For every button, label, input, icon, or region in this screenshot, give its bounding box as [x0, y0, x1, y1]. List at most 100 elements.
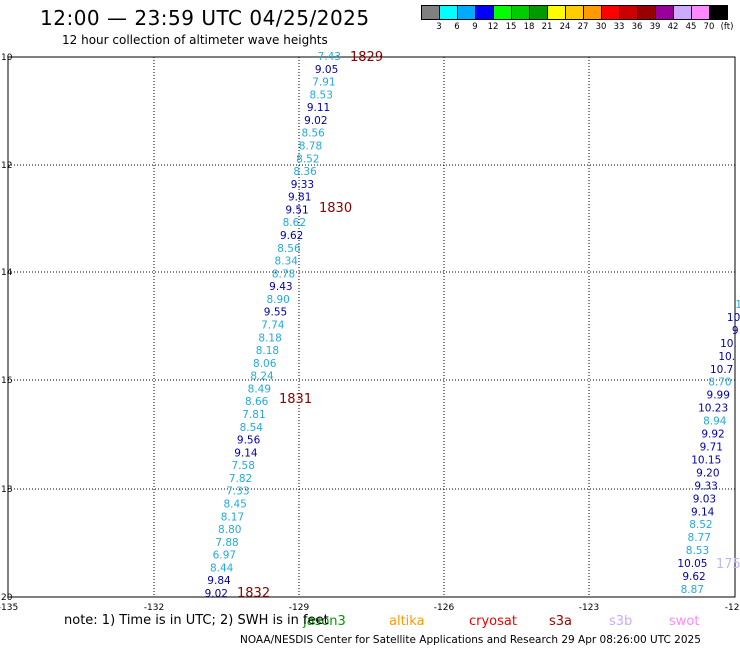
map-subtitle: 12 hour collection of altimeter wave hei…: [62, 33, 328, 47]
legend-swatch-16: [709, 5, 728, 20]
wave-height-value: 8.45: [223, 499, 246, 511]
legend-label: 3: [436, 22, 442, 32]
hour-label: 1829: [350, 50, 383, 65]
legend-label: 12: [487, 22, 499, 32]
wave-height-value: 9: [732, 325, 739, 337]
wave-height-value: 8.18: [258, 332, 281, 344]
legend-label: 45: [685, 22, 697, 32]
track-east: 110910.10.10.78.709.9910.238.949.929.711…: [677, 299, 740, 596]
legend-label: 30: [595, 22, 607, 32]
legend-label: 6: [454, 22, 460, 32]
wave-height-value: 9.03: [693, 493, 716, 505]
wave-height-value: 7.58: [232, 460, 255, 472]
wave-height-value: 7.33: [226, 486, 249, 498]
wave-height-value: 1: [735, 299, 740, 311]
satellite-swot: swot: [669, 614, 699, 629]
lat-tick-label: 18: [1, 485, 13, 495]
legend-label: 21: [541, 22, 553, 32]
wave-height-value: 8.44: [210, 562, 234, 574]
wave-height-value: 10: [727, 312, 740, 324]
wave-height-value: 6.97: [213, 550, 236, 562]
hour-label: 1831: [279, 392, 312, 407]
legend-label: 70: [703, 22, 715, 32]
wave-height-value: 8.06: [253, 358, 277, 370]
wave-height-value: 10.23: [698, 403, 728, 415]
wave-height-value: 9.56: [237, 435, 261, 447]
wave-height-value: 10.15: [691, 454, 721, 466]
wave-height-value: 8.70: [708, 377, 731, 389]
legend-label: 24: [559, 22, 571, 32]
wave-height-value: 9.62: [682, 571, 705, 583]
wave-height-value: 10.7: [710, 364, 733, 376]
wave-height-value: 8.62: [283, 217, 306, 229]
wave-height-value: 9.20: [696, 467, 719, 479]
lon-tick-label: -120: [725, 603, 740, 613]
wave-height-value: 8.52: [296, 153, 319, 165]
wave-height-value: 8.78: [272, 268, 295, 280]
wave-height-value: 9.02: [205, 588, 228, 600]
wave-height-value: 8.17: [221, 511, 244, 523]
wave-height-value: 9.11: [307, 102, 330, 114]
wave-height-value: 8.66: [245, 396, 269, 408]
wave-height-value: 7.74: [261, 320, 285, 332]
wave-height-value: 9.02: [304, 115, 327, 127]
wave-height-value: 9.55: [264, 307, 287, 319]
hour-label: 1830: [319, 201, 352, 216]
wave-height-value: 8.87: [681, 584, 704, 596]
wave-height-value: 7.82: [229, 473, 252, 485]
wave-height-value: 9.14: [234, 447, 258, 459]
lat-tick-label: 12: [1, 161, 12, 171]
lon-tick-label: -123: [579, 603, 599, 613]
credit-line: NOAA/NESDIS Center for Satellite Applica…: [240, 634, 701, 646]
wave-height-value: 9.43: [269, 281, 292, 293]
wave-height-value: 8.77: [688, 532, 711, 544]
wave-height-value: 8.78: [299, 141, 322, 153]
map-title: 12:00 — 23:59 UTC 04/25/2025: [40, 6, 370, 30]
satellite-jason3: jason3: [302, 614, 346, 629]
wave-height-value: 9.92: [701, 429, 724, 441]
wave-height-value: 10.: [718, 351, 735, 363]
legend-swatches: [421, 5, 728, 20]
map-grid: [7, 56, 736, 598]
lon-tick-label: -132: [144, 603, 164, 613]
wave-height-value: 9.71: [700, 442, 723, 454]
legend-label: (ft): [720, 22, 734, 32]
wave-height-value: 8.94: [703, 416, 727, 428]
wave-height-value: 8.54: [240, 422, 264, 434]
legend-label: 18: [523, 22, 535, 32]
wave-height-value: 8.52: [689, 519, 712, 531]
lat-tick-label: 20: [1, 593, 13, 603]
satellite-cryosat: cryosat: [469, 614, 517, 629]
legend-label: 9: [472, 22, 478, 32]
wave-height-value: 9.33: [694, 480, 717, 492]
legend-label: 27: [577, 22, 589, 32]
lat-tick-label: 16: [1, 376, 13, 386]
wave-height-value: 9.14: [691, 506, 715, 518]
wave-height-value: 8.24: [250, 371, 274, 383]
wave-height-value: 8.80: [218, 524, 241, 536]
wave-height-value: 8.34: [275, 256, 299, 268]
legend-label: 42: [667, 22, 679, 32]
wave-height-value: 7.81: [242, 409, 265, 421]
lat-tick-label: 10: [1, 53, 13, 63]
lon-tick-label: -126: [434, 603, 455, 613]
wave-height-value: 7.88: [215, 537, 238, 549]
track-west: 7.439.057.918.539.119.028.568.788.528.36…: [205, 51, 341, 600]
wave-height-value: 9.99: [707, 390, 730, 402]
satellite-s3a: s3a: [549, 614, 572, 629]
legend-label: 36: [631, 22, 643, 32]
wave-height-value: 8.56: [277, 243, 301, 255]
legend-label: 39: [649, 22, 661, 32]
satellite-s3b: s3b: [609, 614, 632, 629]
wave-height-value: 7.91: [312, 77, 335, 89]
legend-labels: 3 6 9 12 15 18 21 24 27 30 33 36 39 42 45 70 (ft): [421, 20, 733, 32]
wave-height-value: 7.43: [318, 51, 341, 63]
hour-labels: 1829 1830 1831 1832 175: [237, 50, 740, 601]
wave-height-value: 10.: [720, 338, 737, 350]
legend-label: 15: [505, 22, 517, 32]
wave-height-value: 8.49: [248, 383, 271, 395]
lat-tick-label: 14: [1, 268, 13, 278]
wave-height-value: 8.18: [256, 345, 279, 357]
wave-height-value: 10.05: [677, 558, 707, 570]
